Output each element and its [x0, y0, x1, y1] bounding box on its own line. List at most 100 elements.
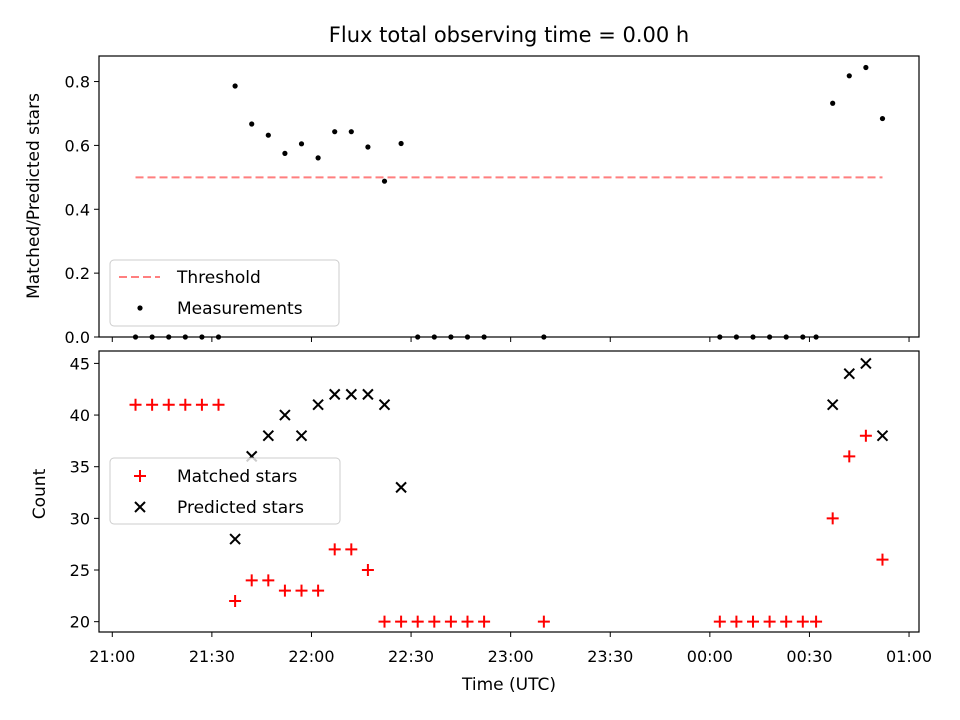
matched-star-marker: [395, 615, 408, 628]
y-tick-label: 0.0: [65, 328, 90, 347]
matched-star-marker: [129, 398, 142, 411]
y-tick-label: 40: [70, 406, 90, 425]
matched-star-marker: [876, 553, 889, 566]
matched-star-marker: [229, 595, 242, 608]
x-tick-label: 01:00: [886, 647, 932, 666]
measurements-legend-swatch: [137, 305, 143, 311]
ratio-panel-series: [132, 64, 886, 340]
predicted-star-marker: [826, 399, 839, 411]
matched-star-marker: [328, 543, 341, 556]
predicted-star-marker: [279, 409, 291, 421]
predicted-star-marker: [229, 533, 241, 545]
ratio-panel: 0.00.20.40.60.8 Matched/Predicted stars …: [24, 55, 920, 347]
predicted-star-marker: [395, 481, 407, 494]
matched-star-marker: [179, 398, 192, 411]
matched-legend-swatch: [134, 470, 146, 482]
matched-star-marker: [428, 615, 441, 628]
measurement-point: [381, 178, 388, 184]
measurement-point: [315, 155, 321, 161]
y-tick-label: 0.6: [65, 136, 90, 155]
chart-title: Flux total observing time = 0.00 h: [329, 23, 689, 47]
matched-star-marker: [345, 543, 358, 556]
x-axis-label: Time (UTC): [461, 675, 556, 695]
matched-star-marker: [312, 584, 325, 597]
matched-star-marker: [713, 615, 726, 628]
measurement-point: [232, 83, 238, 89]
ratio-panel-ylabel: Matched/Predicted stars: [24, 93, 44, 299]
measurement-point: [398, 140, 404, 147]
measurement-point: [879, 115, 886, 122]
y-tick-label: 0.2: [65, 264, 90, 283]
x-tick-label: 22:00: [288, 647, 334, 666]
matched-star-marker: [461, 615, 474, 628]
predicted-star-marker: [262, 430, 275, 442]
matched-star-marker: [796, 615, 809, 628]
predicted-star-marker: [876, 430, 889, 442]
y-tick-label: 0.4: [65, 200, 90, 219]
x-tick-label: 00:30: [786, 647, 832, 666]
measurement-point: [265, 132, 271, 138]
matched-star-marker: [747, 615, 760, 628]
measurement-point: [249, 121, 255, 127]
matched-star-marker: [859, 429, 872, 442]
matched-star-marker: [162, 398, 175, 411]
x-tick-label: 23:00: [488, 647, 534, 666]
matched-star-marker: [478, 615, 491, 628]
measurement-point: [846, 73, 852, 79]
y-tick-label: 30: [70, 509, 90, 528]
predicted-legend-swatch: [134, 501, 146, 513]
predicted-legend-label: Predicted stars: [177, 498, 304, 518]
matched-star-marker: [780, 615, 793, 628]
count-legend-box: [109, 457, 341, 525]
measurements-legend-label: Measurements: [177, 299, 303, 319]
matched-star-marker: [245, 574, 258, 587]
ratio-legend: Threshold Measurements: [109, 259, 340, 327]
x-tick-label: 00:00: [687, 647, 733, 666]
matched-star-marker: [361, 564, 374, 577]
matched-star-marker: [146, 398, 159, 411]
count-panel-frame: [98, 350, 920, 633]
measurement-point: [365, 144, 371, 150]
matched-star-marker: [195, 398, 208, 411]
matched-star-marker: [278, 584, 291, 597]
matched-star-marker: [537, 615, 550, 628]
x-tick-label: 21:30: [189, 647, 235, 666]
predicted-star-marker: [329, 388, 341, 401]
predicted-star-marker: [843, 368, 855, 380]
threshold-legend-label: Threshold: [176, 268, 261, 288]
measurement-point: [332, 129, 338, 135]
predicted-star-marker: [378, 399, 391, 411]
matched-star-marker: [378, 615, 391, 628]
y-tick-label: 20: [70, 613, 90, 632]
matched-star-marker: [212, 398, 225, 411]
y-tick-label: 0.8: [65, 73, 90, 92]
predicted-star-marker: [312, 399, 324, 411]
y-tick-label: 25: [70, 561, 90, 580]
predicted-star-marker: [345, 388, 358, 401]
matched-star-marker: [730, 615, 743, 628]
matched-star-marker: [411, 615, 424, 628]
predicted-star-marker: [295, 430, 308, 442]
predicted-star-marker: [362, 388, 374, 401]
measurement-point: [298, 141, 305, 147]
count-panel-ylabel: Count: [30, 468, 50, 519]
matched-star-marker: [295, 584, 308, 597]
measurement-point: [863, 64, 869, 71]
measurement-point: [282, 150, 288, 156]
x-tick-label: 23:30: [587, 647, 633, 666]
ratio-panel-ticks: 0.0 0.2 0.4 0.6 0.8: [65, 73, 910, 347]
predicted-star-marker: [860, 357, 872, 370]
matched-legend-label: Matched stars: [177, 467, 297, 487]
x-tick-label: 22:30: [388, 647, 434, 666]
matched-star-marker: [444, 615, 457, 628]
matched-star-marker: [810, 615, 823, 628]
matched-star-marker: [763, 615, 776, 628]
x-tick-label: 21:00: [89, 647, 135, 666]
count-legend: Matched stars Predicted stars: [109, 457, 341, 525]
y-tick-label: 45: [70, 354, 90, 373]
matched-star-marker: [826, 512, 839, 525]
matched-star-marker: [262, 574, 275, 587]
ratio-legend-box: [109, 259, 340, 327]
y-tick-label: 35: [70, 458, 90, 477]
